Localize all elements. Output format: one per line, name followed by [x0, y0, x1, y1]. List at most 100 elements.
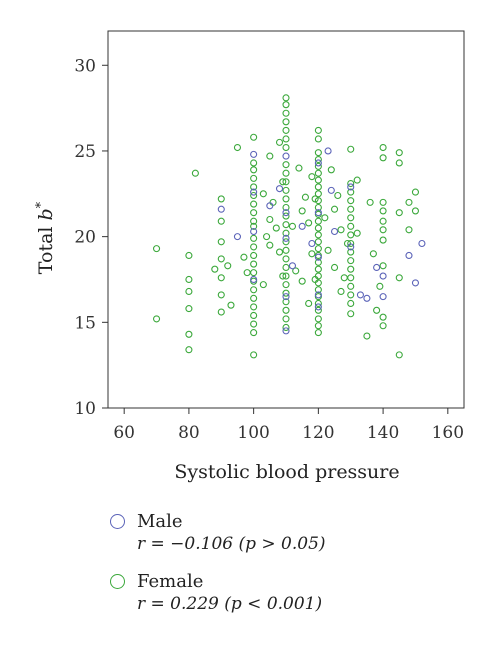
female-point — [250, 159, 258, 167]
female-point — [217, 291, 225, 299]
female-point — [250, 303, 258, 311]
female-point — [314, 217, 322, 225]
male-point — [373, 263, 381, 272]
female-point — [314, 329, 322, 337]
female-point — [282, 289, 290, 297]
female-point — [314, 203, 322, 212]
female-point — [379, 217, 387, 225]
female-point — [282, 101, 290, 109]
female-point — [298, 277, 306, 285]
female-point — [305, 219, 313, 227]
female-point — [353, 176, 361, 184]
male-point — [314, 291, 322, 299]
female-point — [217, 274, 225, 282]
female-point — [217, 308, 225, 316]
female-point — [379, 154, 387, 162]
female-point — [250, 174, 258, 182]
female-point — [314, 149, 322, 157]
female-point — [282, 255, 290, 263]
male-point — [356, 291, 364, 299]
female-point — [250, 286, 258, 294]
female-point — [259, 190, 267, 198]
female-point — [224, 262, 232, 270]
female-point — [379, 143, 387, 152]
female-point — [217, 195, 225, 203]
male-marker-icon — [110, 514, 125, 529]
female-point — [243, 269, 251, 277]
female-point — [250, 191, 258, 200]
male-point — [250, 150, 258, 158]
female-point — [185, 330, 193, 338]
female-point — [282, 306, 290, 314]
female-point — [330, 205, 339, 213]
female-point — [347, 248, 355, 256]
female-point — [282, 118, 290, 126]
female-point — [379, 207, 387, 215]
female-point — [314, 299, 322, 308]
male-point — [266, 202, 274, 210]
female-point — [314, 286, 322, 294]
female-point — [347, 274, 355, 282]
female-point — [373, 306, 381, 314]
female-point — [314, 135, 322, 143]
female-point — [185, 251, 193, 260]
y-axis-label-variable: b — [35, 208, 57, 220]
female-point — [305, 299, 313, 308]
female-point — [324, 246, 332, 254]
female-point — [275, 138, 284, 146]
male-point — [282, 234, 290, 242]
male-point — [405, 251, 413, 260]
female-point — [395, 209, 403, 217]
male-point — [314, 159, 322, 167]
female-point — [217, 255, 225, 263]
female-point — [266, 215, 274, 224]
female-point — [327, 166, 335, 174]
female-point — [314, 183, 322, 191]
female-point — [314, 265, 322, 273]
male-point — [250, 275, 258, 284]
female-point — [185, 346, 193, 354]
female-point — [288, 222, 297, 230]
legend-label-female: Female — [137, 571, 204, 592]
male-point — [324, 147, 332, 155]
female-point — [347, 145, 355, 153]
male-point — [418, 239, 426, 248]
female-point — [250, 209, 258, 217]
female-point — [314, 238, 322, 246]
legend-stat-female: r = 0.229 (p < 0.001) — [137, 594, 323, 614]
y-tick-label: 10 — [74, 399, 96, 419]
female-point — [314, 279, 322, 287]
female-point — [250, 133, 258, 141]
female-point — [347, 179, 355, 188]
female-point — [340, 274, 348, 282]
female-point — [250, 320, 258, 328]
female-point — [152, 315, 161, 323]
female-point — [314, 162, 322, 170]
male-point — [308, 239, 316, 248]
x-tick-label: 160 — [432, 423, 464, 443]
female-point — [250, 200, 258, 208]
female-point — [363, 332, 371, 340]
male-point — [411, 279, 420, 287]
y-tick-label: 30 — [74, 56, 96, 76]
female-point — [314, 224, 322, 232]
female-point — [282, 178, 290, 186]
female-point — [301, 193, 309, 201]
female-point — [347, 257, 355, 265]
male-point — [363, 294, 371, 302]
female-point — [314, 272, 322, 280]
x-tick-label: 120 — [302, 423, 334, 443]
female-point — [266, 241, 274, 249]
female-point — [321, 214, 329, 222]
female-point — [347, 299, 355, 308]
y-axis: 10 15 20 25 30 — [74, 56, 108, 419]
legend-entry-female: Female r = 0.229 (p < 0.001) — [110, 570, 326, 616]
female-point — [353, 229, 361, 237]
female-point — [227, 301, 235, 309]
x-tick-label: 60 — [113, 423, 135, 443]
female-point — [282, 94, 290, 102]
male-point — [282, 152, 290, 160]
female-point — [347, 214, 355, 222]
female-point — [347, 310, 355, 318]
female-point — [240, 253, 248, 261]
